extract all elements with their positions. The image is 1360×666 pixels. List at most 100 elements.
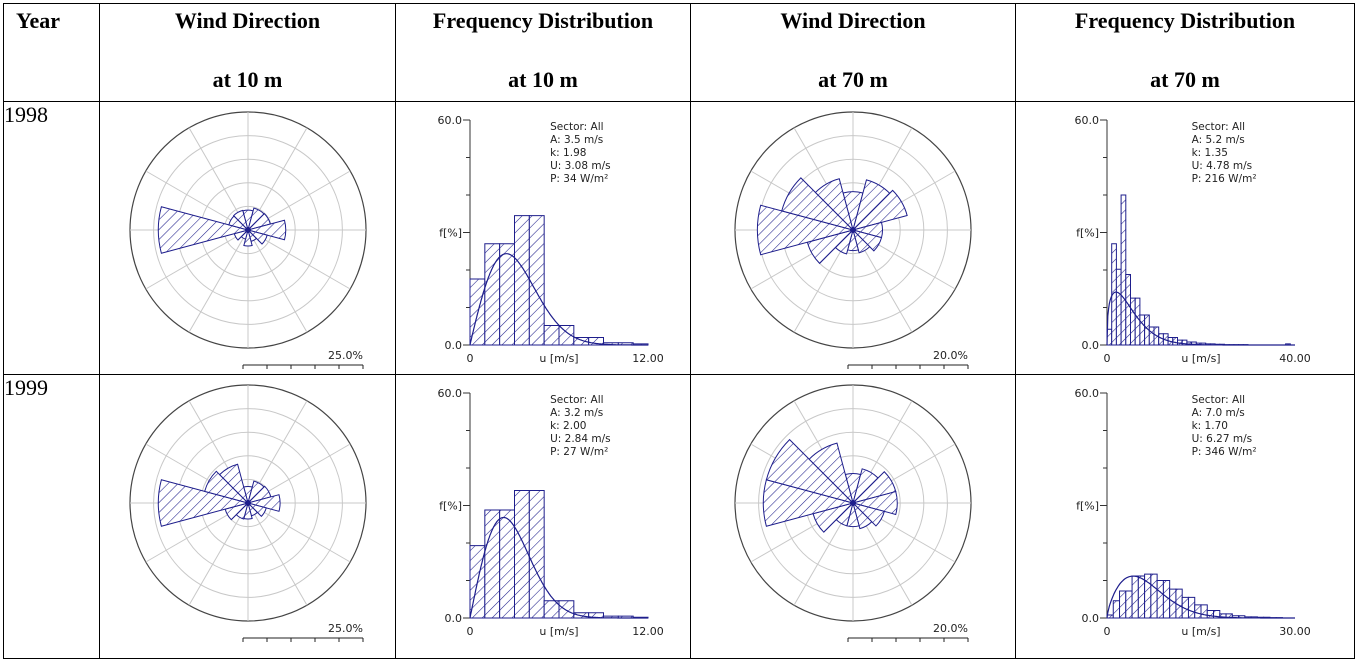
rose-sector — [765, 438, 855, 504]
stats-line: A: 3.5 m/s — [550, 134, 603, 146]
rose-scale-label: 25.0% — [328, 622, 363, 635]
rose-sector — [851, 490, 898, 516]
y-axis-label: f[%] — [439, 227, 462, 240]
rose-sector — [851, 189, 908, 231]
stats-line: U: 2.84 m/s — [550, 433, 611, 445]
header-row: Year Wind Direction at 10 m Frequency Dis… — [3, 3, 1355, 102]
histogram-bar — [1150, 573, 1158, 619]
histogram-bar — [558, 325, 575, 346]
rose-sector — [245, 502, 267, 518]
histogram-bar — [499, 509, 515, 619]
rose-center — [850, 227, 856, 233]
rose-spoke — [188, 229, 248, 333]
rose-sector — [245, 494, 281, 512]
histogram-bar — [1139, 314, 1146, 346]
x-tick-label: 30.00 — [1279, 625, 1311, 638]
histogram-bar — [1148, 326, 1155, 346]
stats-line: A: 7.0 m/s — [1192, 407, 1245, 419]
histogram-bar — [1137, 575, 1146, 619]
rose-spoke — [188, 502, 248, 606]
year-cell: 1998 — [3, 101, 100, 375]
rose-scale-label: 20.0% — [933, 622, 968, 635]
y-tick-label: 0.0 — [445, 339, 463, 352]
y-tick-label: 0.0 — [1082, 339, 1100, 352]
y-axis-label: f[%] — [1076, 500, 1099, 513]
x-tick-label: 12.00 — [632, 352, 664, 365]
frequency-10m-header: Frequency Distribution at 10 m — [395, 3, 691, 102]
rose-sector — [157, 479, 250, 527]
rose-sector — [203, 470, 250, 504]
stats-line: U: 6.27 m/s — [1192, 433, 1253, 445]
weibull-curve — [1106, 291, 1295, 346]
stats-line: A: 5.2 m/s — [1192, 134, 1245, 146]
rose-cell: 20.0% — [690, 101, 1016, 375]
rose-sector — [808, 442, 854, 505]
histogram-bar — [1125, 590, 1133, 619]
row-1998: 1998 25.0% 60.0 0.0 f[%] 0 12.00 u [m/s] Secto… — [3, 101, 1355, 375]
rose-cell: 25.0% — [99, 101, 396, 375]
histogram-bar — [1120, 194, 1127, 346]
histogram-bar — [1125, 274, 1132, 346]
stats-line: Sector: All — [550, 121, 603, 133]
y-axis-label: f[%] — [1076, 227, 1099, 240]
histogram-bar — [543, 325, 560, 346]
rose-scale-label: 25.0% — [328, 349, 363, 362]
stats-line: k: 1.35 — [1192, 147, 1228, 159]
histogram-bar — [1119, 590, 1127, 619]
histogram-bar — [528, 215, 545, 346]
rose-sector — [157, 206, 250, 254]
row-1999: 1999 25.0% 60.0 0.0 f[%] 0 12.00 u [m/s] Secto… — [3, 374, 1355, 659]
stats-line: Sector: All — [1192, 121, 1245, 133]
x-tick-label: 0 — [1104, 625, 1111, 638]
stats-line: P: 216 W/m² — [1192, 173, 1257, 185]
rose-sector — [781, 177, 855, 231]
histogram-bar — [1131, 575, 1139, 619]
wind-data-table: Year Wind Direction at 10 m Frequency Dis… — [3, 3, 1355, 659]
rose-spoke — [247, 229, 307, 333]
stats-line: Sector: All — [1192, 394, 1245, 406]
rose-sector — [852, 501, 873, 530]
histogram-bar — [1200, 604, 1208, 619]
histogram-bar — [1206, 610, 1215, 619]
stats-line: U: 4.78 m/s — [1192, 160, 1253, 172]
rose-sector — [852, 228, 871, 254]
x-tick-label: 12.00 — [632, 625, 664, 638]
y-axis-label: f[%] — [439, 500, 462, 513]
rose-center — [850, 500, 856, 506]
x-tick-label: 0 — [1104, 352, 1111, 365]
stats-line: k: 1.98 — [550, 147, 586, 159]
rose-sector — [756, 204, 855, 256]
wind-rose-1998-70m: 20.0% — [734, 111, 972, 369]
histogram-bar — [499, 243, 515, 346]
wind-rose-1999-10m: 25.0% — [128, 384, 367, 642]
x-axis-label: u [m/s] — [539, 625, 578, 638]
stats-line: A: 3.2 m/s — [550, 407, 603, 419]
stats-line: P: 27 W/m² — [550, 446, 608, 458]
wind-rose-1999-70m: 20.0% — [734, 384, 972, 642]
wind-rose-1998-10m: 25.0% — [128, 111, 367, 369]
histogram-bar — [1194, 604, 1202, 619]
x-tick-label: 0 — [467, 625, 474, 638]
weibull-curve — [1106, 575, 1295, 619]
stats-line: U: 3.08 m/s — [550, 160, 611, 172]
y-tick-label: 60.0 — [1075, 387, 1100, 400]
histogram-bar — [1187, 596, 1196, 619]
stats-line: k: 2.00 — [550, 420, 586, 432]
x-tick-label: 0 — [467, 352, 474, 365]
rose-center — [244, 227, 251, 233]
x-axis-label: u [m/s] — [539, 352, 578, 365]
histogram-bar — [1112, 600, 1121, 619]
rose-spoke — [247, 502, 307, 606]
rose-sector — [814, 178, 854, 232]
histogram-bar — [558, 600, 575, 619]
year-header: Year — [3, 3, 100, 102]
histogram-bar — [484, 509, 501, 619]
y-tick-label: 0.0 — [1082, 612, 1100, 625]
rose-sector — [245, 219, 286, 241]
stats-line: k: 1.70 — [1192, 420, 1228, 432]
rose-center — [244, 500, 251, 506]
